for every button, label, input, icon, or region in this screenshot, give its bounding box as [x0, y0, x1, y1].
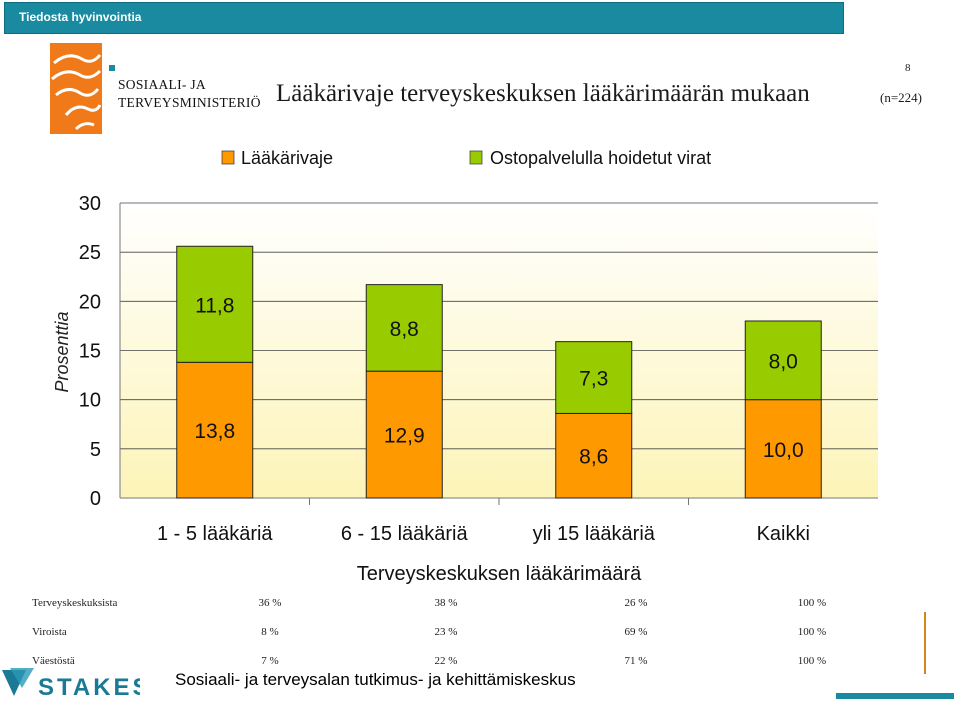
data-label: 12,9 — [384, 425, 425, 448]
data-label: 13,8 — [194, 420, 235, 443]
bar-segment — [555, 341, 633, 414]
x-axis-label: Terveyskeskuksen lääkärimäärä — [357, 563, 642, 585]
x-tick-label: 1 - 5 lääkäriä — [157, 523, 273, 545]
table-cell: 100 % — [797, 655, 827, 667]
bar-segment — [555, 412, 633, 499]
header-title: Tiedosta hyvinvointia — [19, 10, 142, 24]
y-tick-label: 20 — [79, 291, 101, 313]
legend-swatch-lakarivaje — [221, 150, 235, 165]
table-row-label: Terveyskeskuksista — [32, 597, 118, 609]
data-label: 10,0 — [763, 439, 804, 462]
bar-segment — [365, 370, 443, 499]
bar-segment — [744, 320, 822, 401]
footer-bottom-bar — [836, 693, 954, 699]
footer-organization: Sosiaali- ja terveysalan tutkimus- ja ke… — [175, 670, 576, 689]
footer-accent-line — [924, 612, 926, 674]
legend-label-lakarivaje: Lääkärivaje — [241, 148, 333, 168]
bar-segment — [365, 284, 443, 372]
y-tick-label: 30 — [79, 193, 101, 215]
table-cell: 22 % — [434, 655, 458, 667]
table-row-label: Väestöstä — [32, 655, 75, 667]
ministry-name-line1: SOSIAALI- JA — [118, 77, 206, 92]
table-cell: 69 % — [624, 626, 648, 638]
page-number: 8 — [905, 62, 911, 74]
table-cell: 100 % — [797, 626, 827, 638]
table-cell: 71 % — [624, 655, 648, 667]
y-tick-labels: 0 5 10 15 20 25 30 — [79, 193, 101, 510]
table-cell: 38 % — [434, 597, 458, 609]
data-label: 7,3 — [579, 368, 608, 391]
table-cell: 100 % — [797, 597, 827, 609]
y-tick-label: 15 — [79, 341, 101, 363]
bar-group: 13,8 11,8 12,9 8,8 8,6 7,3 10,0 8,0 — [176, 245, 822, 499]
ministry-name-line2: TERVEYSMINISTERIÖ — [118, 95, 261, 110]
title-bullet — [109, 65, 115, 71]
header-bar: Tiedosta hyvinvointia — [4, 2, 844, 34]
y-axis-label: Prosenttia — [52, 311, 72, 392]
y-tick-label: 0 — [90, 488, 101, 510]
y-tick-label: 25 — [79, 242, 101, 264]
stacked-bar-chart: 0 5 10 15 20 25 30 13,8 11,8 12,9 8,8 8,6 7,3 10,0 8,… — [52, 148, 878, 585]
legend: Lääkärivaje Ostopalvelulla hoidetut vira… — [221, 148, 711, 168]
bar-segment — [176, 245, 254, 363]
y-tick-label: 5 — [90, 439, 101, 461]
slide-title: Lääkärivaje terveyskeskuksen lääkärimäär… — [276, 80, 810, 107]
data-label: 8,8 — [390, 318, 419, 341]
ministry-logo — [50, 43, 102, 134]
x-tick-labels: 1 - 5 lääkäriä 6 - 15 lääkäriä yli 15 lääk… — [157, 498, 810, 545]
x-tick-label: 6 - 15 lääkäriä — [341, 523, 469, 545]
x-tick-label: Kaikki — [757, 523, 810, 545]
table-row-label: Viroista — [32, 626, 67, 638]
table-cell: 7 % — [261, 655, 279, 667]
bar-segment — [176, 361, 254, 499]
y-tick-label: 10 — [79, 390, 101, 412]
sample-size-label: (n=224) — [880, 90, 922, 105]
table-cell: 23 % — [434, 626, 458, 638]
table-cell: 8 % — [261, 626, 279, 638]
legend-swatch-ostopalvelu — [469, 150, 483, 165]
bar-segment — [744, 399, 822, 499]
data-label: 8,0 — [769, 350, 798, 373]
table-cell: 26 % — [624, 597, 648, 609]
data-label: 11,8 — [195, 294, 234, 317]
data-label: 8,6 — [579, 446, 608, 469]
legend-label-ostopalvelu: Ostopalvelulla hoidetut virat — [490, 148, 711, 168]
x-tick-label: yli 15 lääkäriä — [533, 523, 656, 545]
table-cell: 36 % — [258, 597, 282, 609]
